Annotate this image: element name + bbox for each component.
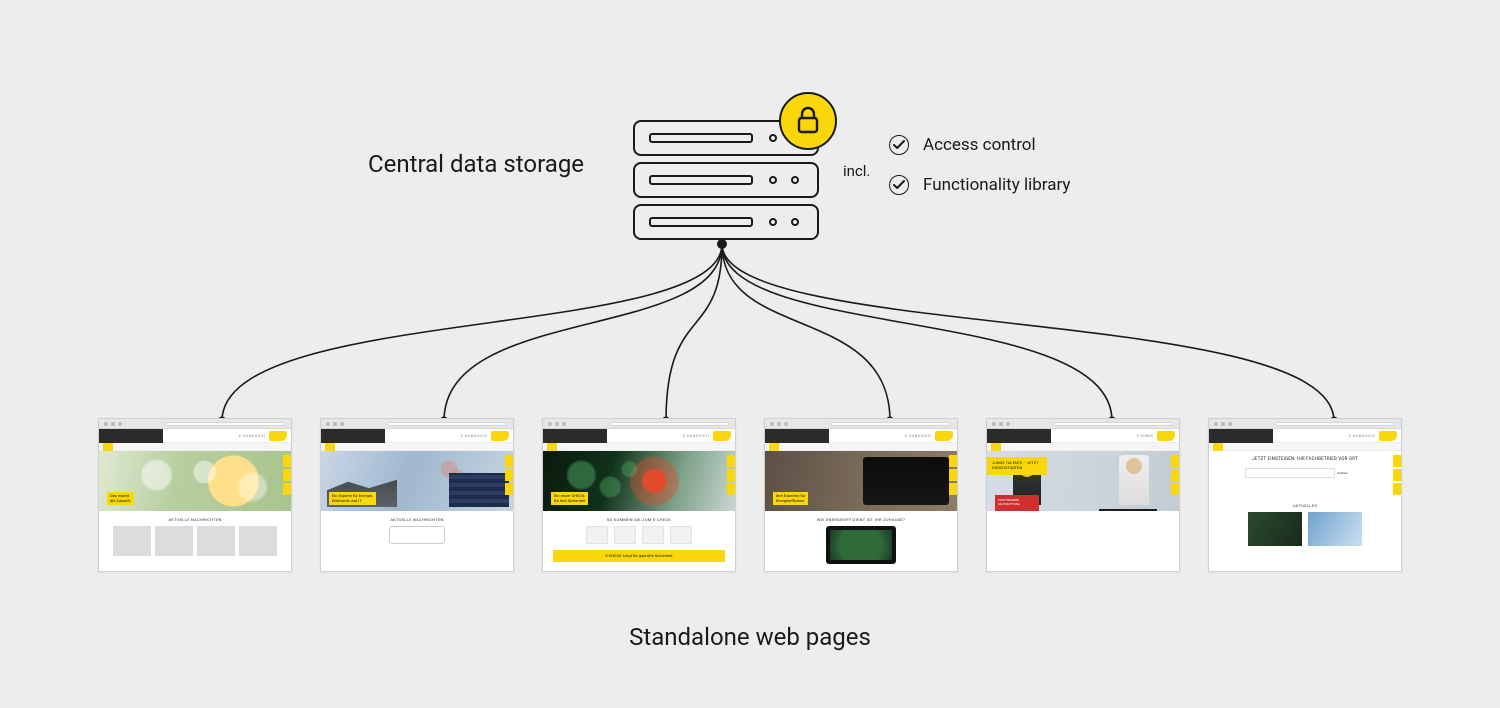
feature-list: Access control Functionality library — [889, 132, 1070, 212]
hero-tagline: Ihre Experten fürEnergieeffizienz — [773, 492, 808, 505]
feature-item: Functionality library — [889, 172, 1070, 198]
hero-image: Das machtdie Zukunft. — [99, 451, 291, 511]
webpage-cards-row: E HANDVICH Das machtdie Zukunft. AKTUELL… — [0, 418, 1500, 572]
hero-image: Ein Experte für Energie,Elektronik und I… — [321, 451, 513, 511]
server-unit — [633, 162, 819, 198]
check-icon — [889, 175, 909, 195]
hero-image: Ihre Experten fürEnergieeffizienz — [765, 451, 957, 511]
browser-chrome — [987, 419, 1179, 429]
section-heading: WIE ENERGIEEFFIZIENT IST IHR ZUHAUSE? — [765, 517, 957, 522]
promo-box-red: ELEKTRONIKER FACHRICHTUNG — [995, 495, 1039, 511]
site-topnav: E HANDVICH — [99, 429, 291, 443]
section-heading: AKTUELLES — [1209, 503, 1401, 508]
feature-text: Functionality library — [923, 175, 1070, 195]
brand-logo-icon — [1157, 431, 1175, 441]
server-unit — [633, 204, 819, 240]
label-incl: incl. — [843, 162, 870, 180]
connector-lines — [0, 0, 1500, 708]
feature-item: Access control — [889, 132, 1070, 158]
brand-logo-icon — [713, 431, 731, 441]
browser-chrome — [1209, 419, 1401, 429]
webpage-card: E HANDVICH Ein Experte für Energie,Elekt… — [320, 418, 514, 572]
section-heading: SO KOMMEN SIE ZUM E-CHECK — [543, 517, 735, 522]
section-heading: AKTUELLE NACHRICHTEN — [99, 517, 291, 522]
browser-chrome — [765, 419, 957, 429]
hub-connector-dot — [717, 239, 727, 249]
tablet-image — [826, 526, 896, 564]
hero-tagline: Ein Experte für Energie,Elektronik und I… — [329, 492, 376, 505]
label-bottom: Standalone web pages — [0, 623, 1500, 651]
server-icon — [633, 120, 819, 240]
hero-search: JETZT EINSTEIGEN: IHR FACHBETRIEB VOR OR… — [1209, 451, 1401, 497]
hero-image: Ein neuer CHECK: für Ihre Sicherheit — [543, 451, 735, 511]
brand-logo-icon — [1379, 431, 1397, 441]
hero-heading: JETZT EINSTEIGEN: IHR FACHBETRIEB VOR OR… — [1219, 457, 1391, 462]
lock-icon — [779, 92, 837, 150]
label-central: Central data storage — [368, 150, 584, 178]
feature-text: Access control — [923, 135, 1036, 155]
hero-tagline: Das machtdie Zukunft. — [107, 492, 134, 505]
highlight-strip: E-CHECK sorgt für geprüfte Sicherheit — [553, 550, 725, 562]
webpage-card: E HANDVICH JETZT EINSTEIGEN: IHR FACHBET… — [1208, 418, 1402, 572]
browser-chrome — [321, 419, 513, 429]
webpage-card: E HANDVICH Ihre Experten fürEnergieeffiz… — [764, 418, 958, 572]
section-heading: AKTUELLE NACHRICHTEN — [321, 517, 513, 522]
browser-chrome — [543, 419, 735, 429]
brand-logo-icon — [491, 431, 509, 441]
webpage-card: E-ZUBIS JUNGE TALENTE – JETZT DURCHSTART… — [986, 418, 1180, 572]
brand-logo-icon — [269, 431, 287, 441]
check-icon — [889, 135, 909, 155]
webpage-card: E HANDVICH Das machtdie Zukunft. AKTUELL… — [98, 418, 292, 572]
brand-logo-icon — [935, 431, 953, 441]
search-button[interactable]: Suchen — [1338, 468, 1366, 478]
hero-banner: JUNGE TALENTE – JETZT DURCHSTARTEN — [987, 457, 1047, 475]
browser-chrome — [99, 419, 291, 429]
webpage-card: E HANDVICH Ein neuer CHECK: für Ihre Sic… — [542, 418, 736, 572]
hero-tagline: Ein neuer CHECK: für Ihre Sicherheit — [551, 492, 588, 505]
diagram-stage: Central data storage incl. Access contro… — [0, 0, 1500, 708]
hero-image: JUNGE TALENTE – JETZT DURCHSTARTEN ELEKT… — [987, 451, 1179, 511]
